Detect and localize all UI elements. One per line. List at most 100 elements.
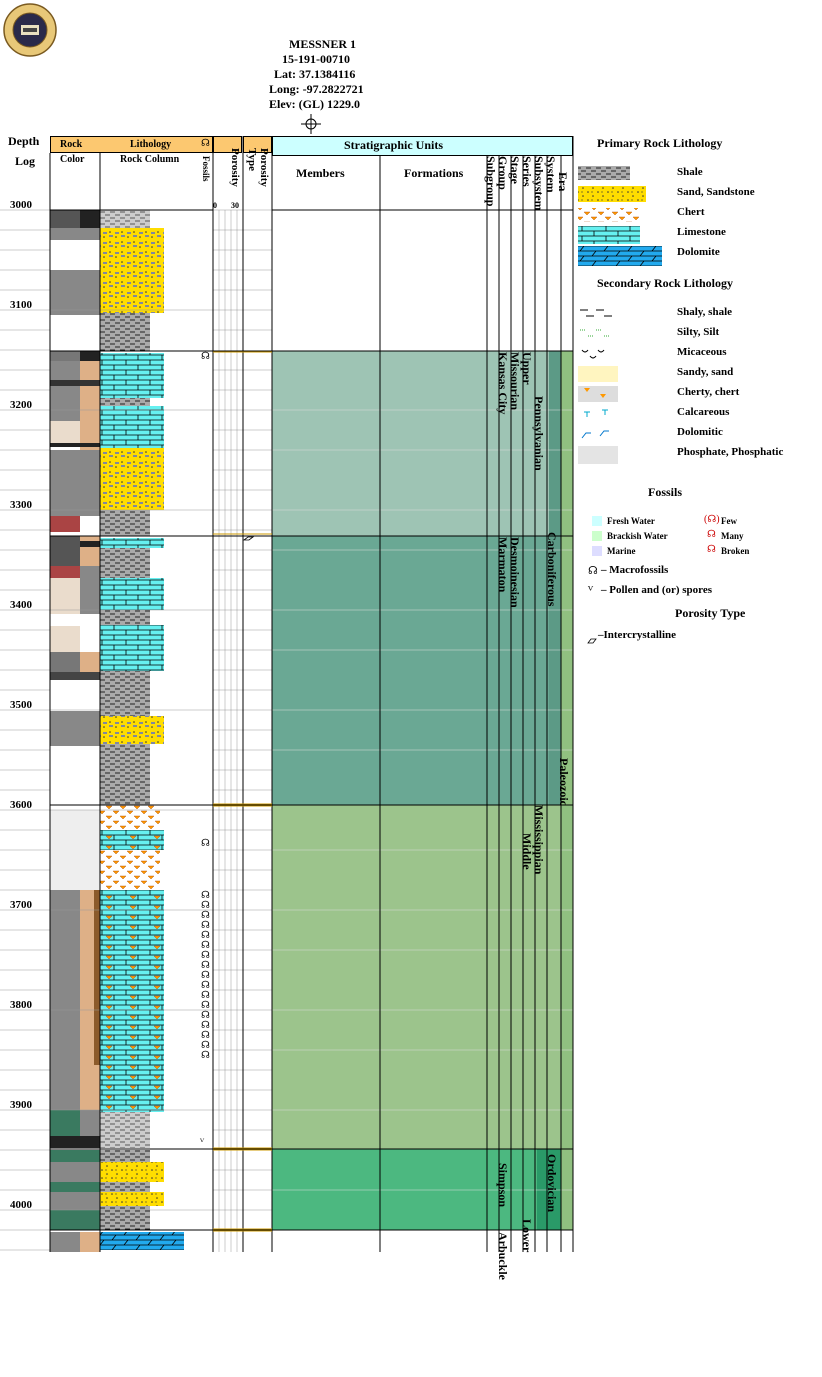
legend-fresh-water: Fresh Water: [607, 516, 655, 526]
strat-lower: Lower: [520, 1219, 534, 1253]
svg-text:☊: ☊: [201, 950, 210, 961]
fossil-header-icon: ☊: [201, 138, 210, 149]
well-name: MESSNER 1: [289, 37, 357, 51]
depth-header: Depth: [8, 134, 40, 148]
system-carb-fill: [549, 351, 561, 805]
svg-text:☊: ☊: [201, 910, 210, 921]
ordovician-fill: [272, 1149, 573, 1230]
svg-text:ⱽ: ⱽ: [199, 1137, 205, 1147]
svg-text:☊: ☊: [201, 838, 210, 849]
depth-label-3100: 3100: [10, 299, 32, 311]
legend-chert-swatch: [578, 208, 640, 222]
era-header: Era: [556, 172, 570, 192]
column-borders: [49, 136, 574, 1252]
svg-text:☊: ☊: [201, 920, 210, 931]
system-ord-fill: [537, 1149, 561, 1230]
fossils-header: Fossils: [201, 156, 211, 182]
few-fossil-icon: (☊): [704, 514, 720, 525]
intercrystalline-icon: [587, 632, 597, 644]
legend-limestone-swatch: [578, 226, 640, 244]
strat-middle: Middle: [520, 833, 534, 870]
strat-upper: Upper: [520, 352, 534, 385]
svg-text:☊: ☊: [201, 940, 210, 951]
rock-column-lithology: [100, 210, 184, 1250]
legend-primary-title: Primary Rock Lithology: [597, 136, 723, 150]
strat-paleozoic: Paleozoic: [557, 758, 571, 806]
strat-simpson: Simpson: [496, 1163, 510, 1208]
legend-secondary-swatches: [578, 306, 618, 464]
legend-calcareous: Calcareous: [677, 406, 730, 418]
svg-text:☊: ☊: [201, 1010, 210, 1021]
rock-header: Rock: [60, 139, 83, 150]
fresh-water-swatch: [592, 516, 602, 526]
depth-label-3400: 3400: [10, 599, 32, 611]
legend-brackish-water: Brackish Water: [607, 531, 668, 541]
members-header: Members: [296, 166, 345, 180]
depth-label-3900: 3900: [10, 1099, 32, 1111]
legend-shale: Shale: [677, 166, 703, 178]
strat-carboniferous: Carboniferous: [545, 532, 559, 607]
svg-text:☊: ☊: [201, 1050, 210, 1061]
fossil-markers: ☊ ☊ ☊☊☊ ☊☊☊ ☊☊☊ ☊☊☊ ☊☊☊ ☊☊ ⱽ: [199, 351, 210, 1147]
broken-fossil-icon: ☊: [707, 544, 716, 555]
legend-sand-swatch: [578, 186, 646, 202]
strat-kansas-city: Kansas City: [496, 352, 510, 415]
desmoinesian-fill: [272, 536, 573, 805]
strat-ordovician: Ordovician: [545, 1154, 559, 1213]
strat-mississippian: Mississippian: [532, 805, 546, 875]
svg-text:☊: ☊: [201, 1030, 210, 1041]
porosity-header: Porosity: [229, 148, 241, 187]
formations-header: Formations: [404, 166, 464, 180]
macrofossil-icon: ☊: [588, 565, 598, 577]
legend-sandy: Sandy, sand: [677, 366, 734, 378]
many-fossil-icon: ☊: [707, 529, 716, 540]
pollen-icon: ⱽ: [588, 585, 594, 597]
svg-text:☊: ☊: [201, 1000, 210, 1011]
legend-secondary-title: Secondary Rock Lithology: [597, 276, 734, 290]
legend-sand: Sand, Sandstone: [677, 186, 755, 198]
well-symbol-icon: [301, 114, 321, 134]
depth-label-3700: 3700: [10, 899, 32, 911]
log-header: Log: [15, 154, 36, 168]
strat-pennsylvanian: Pennsylvanian: [532, 396, 546, 471]
legend-intercrystalline: –Intercrystalline: [598, 629, 677, 641]
legend-phosphate: Phosphate, Phosphatic: [677, 446, 784, 458]
legend-silty: Silty, Silt: [677, 326, 720, 338]
rock-color-column: [50, 210, 100, 1252]
brackish-water-swatch: [592, 531, 602, 541]
strat-gridlines: [272, 409, 573, 1191]
legend-fossils-title: Fossils: [648, 485, 683, 499]
legend-micaceous: Micaceous: [677, 346, 727, 358]
rock-column-header: Rock Column: [120, 154, 180, 165]
intercrystalline-marker: [242, 536, 255, 541]
depth-label-3800: 3800: [10, 999, 32, 1011]
unit-boundaries-porosity: [213, 351, 272, 1232]
legend-dolomite-swatch: [578, 246, 662, 266]
well-api: 15-191-00710: [282, 52, 350, 66]
strat-arbuckle: Arbuckle: [496, 1232, 510, 1280]
legend-cherty: Cherty, chert: [677, 386, 740, 398]
legend-marine: Marine: [607, 546, 636, 556]
legend-primary-swatches: [578, 166, 662, 266]
legend-many: Many: [721, 531, 744, 541]
legend-shaly: Shaly, shale: [677, 306, 733, 318]
legend-broken: Broken: [721, 546, 750, 556]
depth-label-3200: 3200: [10, 399, 32, 411]
svg-text:☊: ☊: [201, 980, 210, 991]
legend-porosity-type-title: Porosity Type: [675, 606, 746, 620]
legend-chert: Chert: [677, 206, 705, 218]
depth-label-3300: 3300: [10, 499, 32, 511]
legend-shale-swatch: [578, 166, 630, 180]
porosity-scale-max: 30: [231, 201, 239, 210]
depth-label-4000: 4000: [10, 1199, 32, 1211]
strat-marmaton: Marmaton: [496, 537, 510, 593]
kgs-logo: [3, 3, 57, 57]
well-long: Long: -97.2822721: [269, 82, 364, 96]
porosity-scale-min: 0: [213, 201, 217, 210]
marine-swatch: [592, 546, 602, 556]
svg-text:☊: ☊: [201, 351, 210, 362]
legend-pollen: – Pollen and (or) spores: [601, 584, 713, 596]
depth-label-3000: 3000: [10, 199, 32, 211]
depth-label-3500: 3500: [10, 699, 32, 711]
well-log-chart: ☊ ☊ ☊☊☊ ☊☊☊ ☊☊☊ ☊☊☊ ☊☊☊ ☊☊ ⱽ: [0, 136, 574, 1252]
